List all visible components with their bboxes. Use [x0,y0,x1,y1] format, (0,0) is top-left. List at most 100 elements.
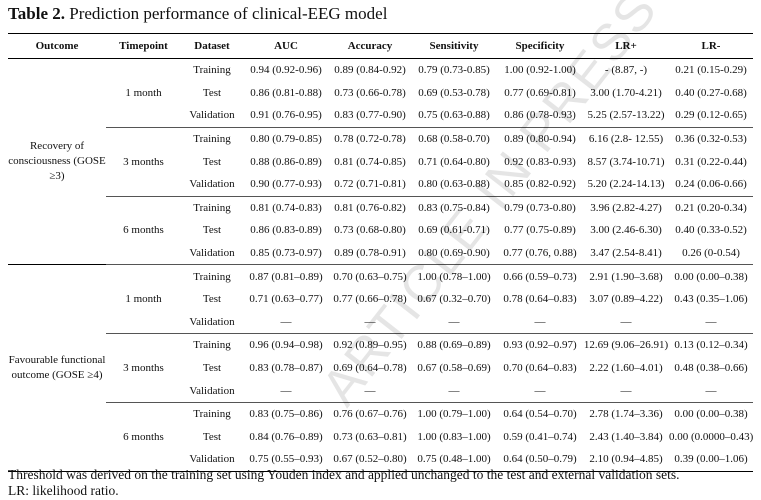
sensitivity-cell: 0.88 (0.69–0.89) [411,333,497,357]
table-row: Validation 0.75 (0.55–0.93) 0.67 (0.52–0.8… [8,448,753,472]
lr-plus-cell: - (8.87, -) [604,64,648,77]
specificity-cell: 0.86 (0.78-0.93) [504,109,576,122]
footnote-threshold: Threshold was derived on the training se… [8,467,680,482]
lr-minus-cell: 0.48 (0.38–0.66) [674,362,748,375]
sensitivity-cell: 0.83 (0.75-0.84) [411,195,497,220]
specificity-cell: 0.64 (0.50–0.79) [497,448,583,472]
specificity-cell: — [534,384,546,397]
sensitivity-cell: — [448,315,460,328]
table-row: Test 0.88 (0.86-0.89) 0.81 (0.74-0.85) 0.71… [8,150,753,173]
outcome-cell: Favourable functional outcome (GOSE ≥4) [8,264,106,472]
specificity-cell: 0.77 (0.69-0.81) [504,86,576,99]
timepoint-cell: 1 month [125,86,162,99]
lr-minus-cell: 0.00 (0.0000–0.43) [669,430,754,443]
table-number: Table 2. [8,4,66,23]
lr-minus-cell: 0.00 (0.00–0.38) [669,264,753,288]
table-row: Recovery of consciousness (GOSE ≥3) 1 mon… [8,58,753,266]
header-auc: AUC [243,33,329,59]
sensitivity-cell: 1.00 (0.83–1.00) [417,430,491,443]
auc-cell: 0.75 (0.55–0.93) [243,448,329,472]
lr-minus-cell: 0.36 (0.32-0.53) [669,126,753,151]
specificity-cell: 1.00 (0.92-1.00) [504,64,576,77]
accuracy-cell: 0.83 (0.77-0.90) [334,109,406,122]
lr-plus-cell: 3.00 (2.46-6.30) [590,224,662,237]
table-row: Test 0.71 (0.63–0.77) 0.77 (0.66–0.78) 0.67… [8,288,753,311]
dataset-cell: Validation [189,384,235,397]
accuracy-cell: 0.72 (0.71-0.81) [334,178,406,191]
dataset-cell: Training [181,264,243,288]
auc-cell: 0.83 (0.78–0.87) [249,362,323,375]
sensitivity-cell: 0.80 (0.69-0.90) [418,247,490,260]
header-sensitivity: Sensitivity [411,33,497,59]
timepoint-cell: 6 months [106,195,181,265]
specificity-cell: 0.92 (0.83-0.93) [504,155,576,168]
sensitivity-cell: 0.71 (0.64-0.80) [418,155,490,168]
header-specificity: Specificity [497,33,583,59]
dataset-cell: Validation [189,178,235,191]
auc-cell: 0.83 (0.75–0.86) [243,401,329,426]
header-lr-plus: LR+ [583,33,669,59]
specificity-cell: — [534,315,546,328]
lr-plus-cell: 5.20 (2.24-14.13) [587,178,665,191]
accuracy-cell: 0.76 (0.67–0.76) [329,401,411,426]
dataset-cell: Validation [189,247,235,260]
sensitivity-cell: — [448,384,460,397]
accuracy-cell: 0.70 (0.63–0.75) [329,264,411,288]
auc-cell: 0.81 (0.74-0.83) [243,195,329,220]
table-row: Test 0.84 (0.76–0.89) 0.73 (0.63–0.81) 1.00… [8,426,753,449]
specificity-cell: 0.89 (0.80-0.94) [497,126,583,151]
lr-minus-cell: 0.21 (0.15-0.29) [675,64,747,77]
lr-plus-cell: 3.47 (2.54-8.41) [590,247,662,260]
lr-plus-cell: — [620,384,632,397]
dataset-cell: Training [181,195,243,220]
lr-plus-cell: 12.69 (9.06–26.91) [583,333,669,357]
dataset-cell: Validation [189,315,235,328]
accuracy-cell: 0.78 (0.72-0.78) [329,126,411,151]
lr-plus-cell: 6.16 (2.8- 12.55) [583,126,669,151]
lr-plus-cell: 2.78 (1.74–3.36) [583,401,669,426]
lr-minus-cell: — [705,384,717,397]
lr-plus-cell: 5.25 (2.57-13.22) [587,109,665,122]
auc-cell: — [280,315,292,328]
sensitivity-cell: 0.68 (0.58-0.70) [411,126,497,151]
lr-plus-cell: — [620,315,632,328]
auc-cell: 0.94 (0.92-0.96) [250,64,322,77]
dataset-cell: Test [202,155,222,168]
timepoint-cell: 3 months [106,333,181,403]
sensitivity-cell: 1.00 (0.79–1.00) [411,401,497,426]
table-row: Test 0.83 (0.78–0.87) 0.69 (0.64–0.78) 0.67… [8,357,753,380]
sensitivity-cell: 0.80 (0.63-0.88) [418,178,490,191]
auc-cell: — [280,384,292,397]
lr-plus-cell: 2.91 (1.90–3.68) [583,264,669,288]
lr-minus-cell: 0.21 (0.20-0.34) [669,195,753,220]
header-dataset: Dataset [181,33,243,59]
table-row: Test 0.86 (0.83-0.89) 0.73 (0.68-0.80) 0.69… [8,219,753,242]
lr-minus-cell: — [705,315,717,328]
table-row: Validation 0.85 (0.73-0.97) 0.89 (0.78-0.9… [8,242,753,265]
sensitivity-cell: 0.69 (0.53-0.78) [418,86,490,99]
table-body: Recovery of consciousness (GOSE ≥3) 1 mon… [8,58,753,472]
lr-minus-cell: 0.40 (0.27-0.68) [675,86,747,99]
accuracy-cell: 0.81 (0.76-0.82) [329,195,411,220]
dataset-cell: Validation [189,109,235,122]
table-title: Table 2. Prediction performance of clini… [8,3,387,25]
dataset-cell: Training [181,126,243,151]
auc-cell: 0.96 (0.94–0.98) [243,333,329,357]
specificity-cell: 0.79 (0.73-0.80) [497,195,583,220]
accuracy-cell: 0.73 (0.66-0.78) [334,86,406,99]
accuracy-cell: — [364,315,376,328]
table-row: Validation 0.91 (0.76-0.95) 0.83 (0.77-0.9… [8,104,753,127]
accuracy-cell: — [364,384,376,397]
table-footnote: Threshold was derived on the training se… [8,467,679,499]
outcome-cell: Recovery of consciousness (GOSE ≥3) [8,58,106,266]
timepoint-cell: 6 months [106,401,181,472]
specificity-cell: 0.66 (0.59–0.73) [497,264,583,288]
accuracy-cell: 0.77 (0.66–0.78) [333,293,407,306]
accuracy-cell: 0.92 (0.89–0.95) [329,333,411,357]
specificity-cell: 0.85 (0.82-0.92) [504,178,576,191]
sensitivity-cell: 0.79 (0.73-0.85) [418,64,490,77]
lr-plus-cell: 2.22 (1.60–4.01) [589,362,663,375]
table-row: Validation — — — — — — [8,379,753,402]
timepoint-cell: 1 month [106,264,181,334]
auc-cell: 0.84 (0.76–0.89) [249,430,323,443]
